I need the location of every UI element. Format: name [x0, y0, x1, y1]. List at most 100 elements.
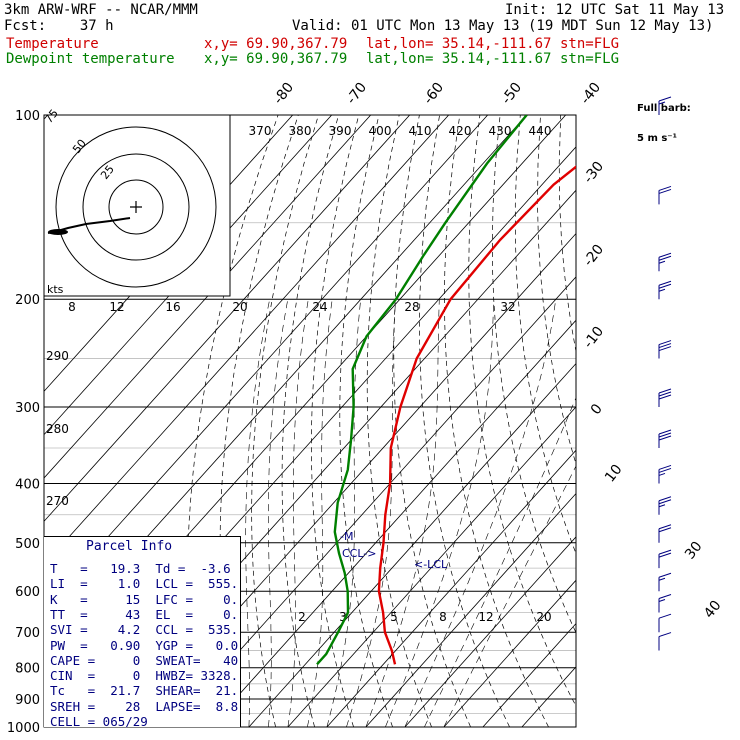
plot-frame: [43, 114, 577, 728]
theta-label-left: 280: [46, 422, 69, 436]
temperature-station: stn=FLG: [560, 36, 620, 52]
parcel-info-row: PW = 0.90 YGP = 0.0: [50, 637, 239, 653]
moist-adiabat: [424, 396, 576, 727]
dry-adiabat: [641, 115, 740, 727]
pressure-tick-label: 1000: [7, 721, 40, 736]
hodograph-frame: [43, 114, 231, 297]
isotherm-label: -40: [578, 80, 605, 108]
isotherm-label: -20: [581, 242, 608, 270]
pressure-tick-label: 600: [15, 585, 40, 600]
dry-adiabat: [251, 115, 319, 727]
mixing-ratio-label: 8: [68, 300, 76, 314]
isotherm: [44, 115, 410, 522]
mixing-ratio-label: 2: [298, 610, 306, 624]
pressure-tick-label: 100: [15, 109, 40, 124]
dewpoint-xy: x,y= 69.90,367.79: [204, 51, 348, 67]
model-title: 3km ARW-WRF -- NCAR/MMM: [4, 2, 198, 18]
dry-adiabat: [722, 115, 740, 727]
moist-adiabat: [267, 299, 289, 727]
temperature-legend: Temperature: [6, 36, 99, 52]
dry-adiabat: [702, 115, 740, 727]
dry-adiabat: [537, 115, 576, 466]
theta-label-left: 290: [46, 349, 69, 363]
dry-adiabat: [662, 115, 740, 727]
theta-label: 370: [249, 124, 272, 138]
parcel-info-row: SREH = 28 LAPSE= 8.8: [50, 698, 239, 714]
theta-label: 430: [489, 124, 512, 138]
level-marker: -M: [340, 530, 353, 543]
dry-adiabat: [393, 115, 471, 727]
mixing-ratio-label: 20: [232, 300, 247, 314]
forecast-hour: Fcst: 37 h: [4, 18, 114, 34]
theta-label: 380: [289, 124, 312, 138]
parcel-info-row: CAPE = 0 SWEAT= 40: [50, 652, 239, 668]
dry-adiabat: [601, 115, 740, 727]
pressure-tick-label: 300: [15, 401, 40, 416]
wind-barb: [658, 340, 672, 359]
parcel-info-row: Tc = 21.7 SHEAR= 21.: [50, 683, 239, 699]
dewpoint-latlon: lat,lon= 35.14,-111.67: [366, 51, 552, 67]
level-marker: <-LCL: [414, 558, 448, 571]
isotherm: [44, 115, 449, 566]
barb-key-line2: 5 m s⁻¹: [637, 133, 677, 144]
mixing-ratio-label: 20: [536, 610, 551, 624]
isotherm: [287, 406, 576, 727]
hodograph-ring: [82, 153, 190, 261]
mixing-ratio-label: 8: [439, 610, 447, 624]
mixing-ratio-label: 24: [312, 300, 327, 314]
barb-key: Full barb: 5 m s⁻¹: [637, 84, 691, 154]
pressure-tick-label: 200: [15, 293, 40, 308]
dry-adiabat: [219, 115, 299, 727]
parcel-info-row: LI = 1.0 LCL = 555.: [50, 576, 239, 592]
theta-label-left: 270: [46, 494, 69, 508]
dry-adiabat: [581, 115, 740, 727]
parcel-info-row: T = 19.3 Td = -3.6: [50, 561, 231, 576]
parcel-info-title: Parcel Info: [86, 539, 173, 554]
isotherm: [44, 115, 332, 436]
dry-adiabat: [419, 115, 510, 727]
wind-barb: [658, 594, 672, 613]
moist-adiabat: [287, 299, 309, 727]
temperature-xy: x,y= 69.90,367.79: [204, 36, 348, 52]
wind-barb: [658, 252, 672, 272]
hodograph-ring: [108, 179, 164, 235]
dry-adiabat: [491, 115, 576, 634]
moist-adiabat: [326, 299, 361, 727]
isotherm: [443, 579, 576, 727]
parcel-info-row: TT = 43 EL = 0.: [50, 606, 239, 622]
dewpoint-profile: [316, 115, 528, 666]
wind-barb: [658, 388, 672, 407]
isotherm: [404, 536, 576, 727]
pressure-tick-label: 500: [15, 537, 40, 552]
theta-label: 400: [369, 124, 392, 138]
barb-key-line1: Full barb:: [637, 103, 691, 114]
hodograph-trace-end: [48, 229, 68, 235]
moist-adiabat: [245, 299, 270, 727]
wind-barb: [658, 613, 672, 633]
moist-adiabat: [365, 299, 440, 727]
dry-adiabat: [558, 115, 576, 354]
isotherm: [170, 276, 576, 727]
moist-adiabat: [385, 299, 494, 727]
wind-barb: [658, 549, 672, 569]
theta-label: 420: [449, 124, 472, 138]
dry-adiabat: [468, 115, 576, 707]
wind-barb: [658, 496, 672, 515]
dry-adiabat: [682, 115, 740, 727]
wind-barb: [658, 464, 672, 484]
pressure-tick-label: 800: [15, 662, 40, 677]
dry-adiabat: [281, 115, 339, 727]
pressure-tick-label: 900: [15, 693, 40, 708]
wind-barb: [658, 524, 672, 543]
dry-adiabat: [621, 115, 740, 727]
isotherm: [209, 319, 576, 727]
dry-adiabat: [311, 115, 360, 727]
temperature-latlon: lat,lon= 35.14,-111.67: [366, 36, 552, 52]
isotherm-label: -80: [271, 80, 298, 108]
wind-barb: [658, 572, 672, 592]
pressure-tick-label: 700: [15, 626, 40, 641]
wind-barb: [658, 632, 672, 651]
theta-label: 410: [409, 124, 432, 138]
isotherm-label: 0: [588, 401, 606, 418]
isotherm-label: 30: [682, 539, 706, 563]
